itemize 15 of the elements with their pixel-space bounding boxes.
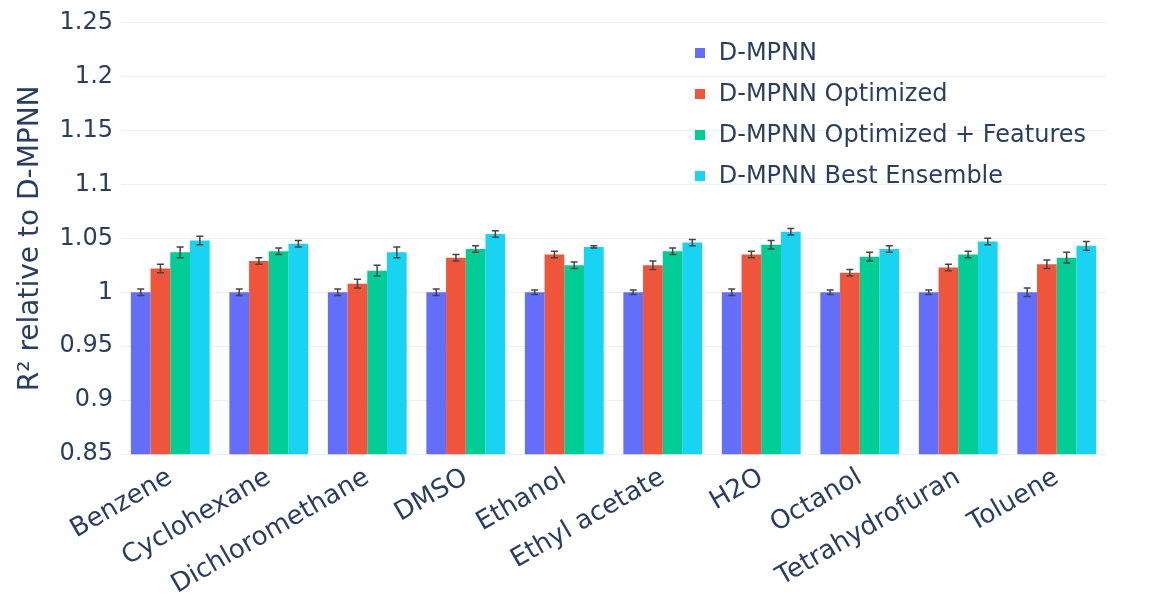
legend-label: D-MPNN Optimized + Features bbox=[718, 119, 1086, 150]
legend-label: D-MPNN bbox=[718, 37, 817, 68]
y-tick-label: 0.9 bbox=[74, 384, 114, 413]
y-tick-label: 1 bbox=[97, 276, 114, 305]
y-tick-label: 1.25 bbox=[59, 6, 114, 35]
y-tick-label: 1.1 bbox=[74, 168, 114, 197]
y-tick-label: 0.95 bbox=[59, 330, 114, 359]
y-tick-label: 0.85 bbox=[59, 438, 114, 467]
legend-label: D-MPNN Best Ensemble bbox=[718, 160, 1004, 191]
x-tick-label: H2O bbox=[703, 460, 768, 516]
y-tick-label: 1.2 bbox=[74, 60, 114, 89]
y-axis-title: R² relative to D-MPNN bbox=[12, 85, 46, 392]
y-tick-label: 1.15 bbox=[59, 114, 114, 143]
y-tick-label: 1.05 bbox=[59, 222, 114, 251]
legend-label: D-MPNN Optimized bbox=[718, 78, 948, 109]
